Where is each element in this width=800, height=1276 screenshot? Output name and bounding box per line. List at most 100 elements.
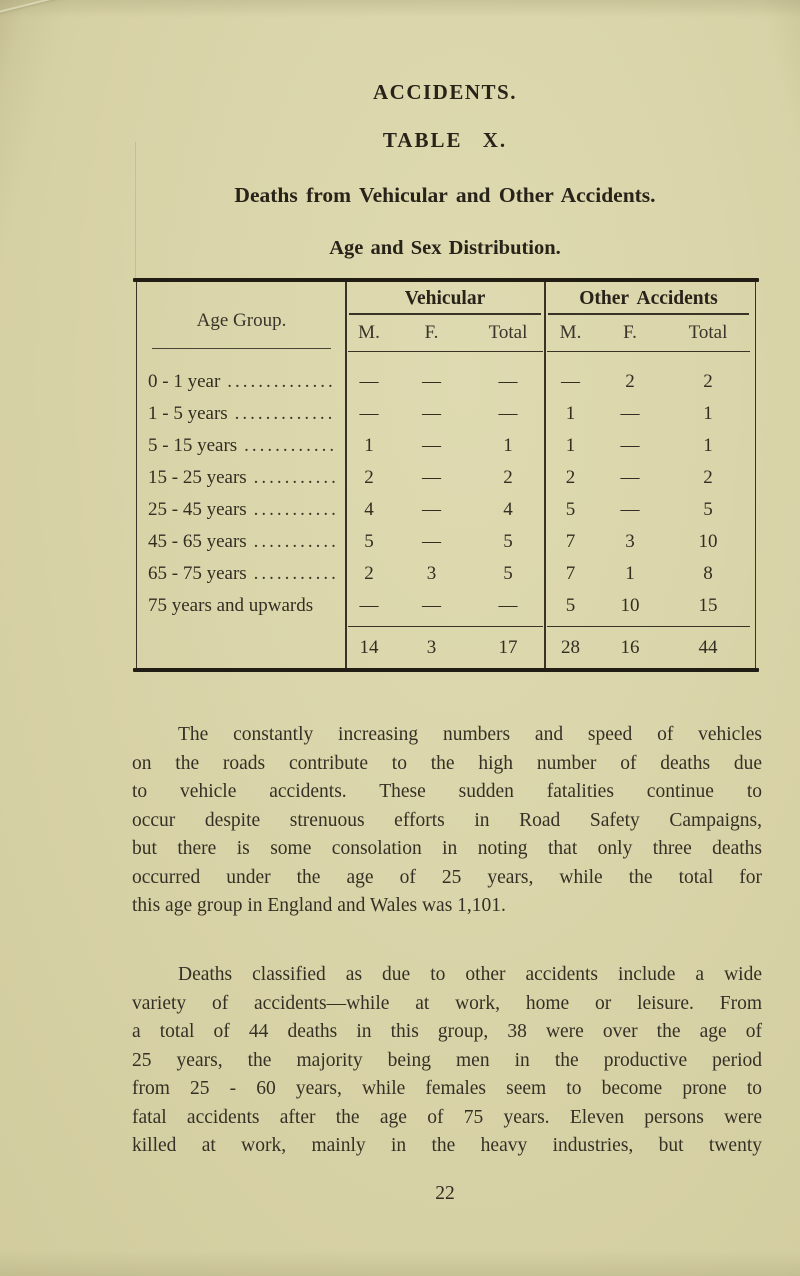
cell-other-m: 2 bbox=[565, 467, 576, 488]
cell-other-m: 7 bbox=[565, 563, 576, 584]
table-divider bbox=[544, 282, 546, 668]
table-row: 15 - 25 years...................... 2 — … bbox=[137, 462, 755, 494]
col-other-f: F. bbox=[623, 322, 637, 343]
cell-other-m: 5 bbox=[565, 499, 576, 520]
table-distribution-title: Age and Sex Distribution. bbox=[329, 237, 561, 259]
paragraph-line: this age group in England and Wales was … bbox=[132, 895, 506, 916]
cell-vehicular-f: 3 bbox=[426, 563, 437, 584]
total-vehicular-total: 17 bbox=[498, 637, 518, 658]
cell-vehicular-total: — bbox=[498, 371, 518, 392]
age-label: 0 - 1 year bbox=[148, 371, 221, 392]
paragraph-line: a total of 44 deaths in this group, 38 w… bbox=[132, 1021, 762, 1042]
cell-other-m: 1 bbox=[565, 435, 576, 456]
cell-other-m: 7 bbox=[565, 531, 576, 552]
cell-vehicular-total: 2 bbox=[503, 467, 513, 488]
totals-rule bbox=[547, 626, 750, 628]
col-other-total: Total bbox=[688, 322, 728, 343]
table-row: 75 years and upwards — — — 5 10 15 bbox=[137, 590, 755, 622]
cell-other-total: 10 bbox=[698, 531, 718, 552]
age-label: 25 - 45 years bbox=[148, 499, 247, 520]
cell-other-total: 2 bbox=[703, 371, 713, 392]
cell-other-f: — bbox=[620, 499, 640, 520]
page-number: 22 bbox=[435, 1183, 455, 1204]
cell-vehicular-total: 1 bbox=[503, 435, 513, 456]
table-row: 65 - 75 years...................... 2 3 … bbox=[137, 558, 755, 590]
dot-leader: ...................... bbox=[253, 563, 336, 584]
table-divider bbox=[345, 282, 347, 668]
age-label: 45 - 65 years bbox=[148, 531, 247, 552]
header-rule bbox=[547, 351, 750, 353]
total-other-f: 16 bbox=[620, 637, 640, 658]
cell-other-m: 5 bbox=[565, 595, 576, 616]
cell-vehicular-total: — bbox=[498, 403, 518, 424]
cell-vehicular-f: — bbox=[422, 371, 441, 392]
group-underline bbox=[548, 313, 749, 315]
cell-other-total: 1 bbox=[703, 435, 713, 456]
header-rule bbox=[348, 351, 543, 353]
paragraph-vehicular-accidents: The constantly increasing numbers and sp… bbox=[132, 721, 762, 921]
paragraph-other-accidents: Deaths classified as due to other accide… bbox=[132, 961, 762, 1161]
paragraph-line: occur despite strenuous efforts in Road … bbox=[132, 809, 762, 831]
table-body: 0 - 1 year...................... — — — —… bbox=[137, 366, 755, 622]
paper-crease bbox=[135, 142, 136, 282]
totals-row: 14 3 17 28 16 44 bbox=[137, 633, 755, 663]
cell-other-f: 1 bbox=[625, 563, 635, 584]
cell-vehicular-f: — bbox=[422, 435, 441, 456]
paragraph-line: from 25 - 60 years, while females seem t… bbox=[132, 1078, 762, 1099]
table-row: 1 - 5 years...................... — — — … bbox=[137, 398, 755, 430]
cell-other-f: — bbox=[620, 467, 640, 488]
cell-other-m: — bbox=[561, 371, 580, 392]
col-other-m: M. bbox=[559, 322, 582, 343]
col-vehicular-m: M. bbox=[358, 322, 380, 343]
cell-vehicular-m: — bbox=[359, 403, 379, 424]
cell-other-f: 3 bbox=[625, 531, 635, 552]
age-label: 1 - 5 years bbox=[148, 403, 228, 424]
cell-vehicular-total: — bbox=[498, 595, 518, 616]
paragraph-line: variety of accidents—while at work, home… bbox=[132, 992, 762, 1014]
table-row: 0 - 1 year...................... — — — —… bbox=[137, 366, 755, 398]
paragraph-line: Deaths classified as due to other accide… bbox=[178, 964, 762, 985]
paragraph-line: 25 years, the majority being men in the … bbox=[132, 1049, 762, 1071]
cell-vehicular-total: 5 bbox=[503, 531, 513, 552]
cell-other-total: 1 bbox=[703, 403, 713, 424]
column-header-age-group: Age Group. bbox=[196, 310, 287, 331]
age-label: 15 - 25 years bbox=[148, 467, 247, 488]
cell-other-f: 2 bbox=[625, 371, 635, 392]
paragraph-line: to vehicle accidents. These sudden fatal… bbox=[132, 781, 762, 802]
paragraph-line: occurred under the age of 25 years, whil… bbox=[132, 866, 762, 888]
cell-vehicular-total: 4 bbox=[503, 499, 513, 520]
col-vehicular-total: Total bbox=[488, 322, 528, 343]
dot-leader: ...................... bbox=[253, 467, 336, 488]
cell-vehicular-m: 2 bbox=[364, 467, 374, 488]
cell-other-total: 8 bbox=[703, 563, 713, 584]
age-label: 5 - 15 years bbox=[148, 435, 238, 456]
total-other-m: 28 bbox=[561, 637, 580, 658]
paragraph-line: but there is some consolation in noting … bbox=[132, 838, 762, 859]
column-group-vehicular: Vehicular bbox=[404, 288, 486, 309]
cell-vehicular-f: — bbox=[422, 467, 441, 488]
cell-vehicular-m: 2 bbox=[364, 563, 374, 584]
cell-other-total: 2 bbox=[703, 467, 713, 488]
age-label: 75 years and upwards bbox=[148, 595, 314, 616]
age-group-underline bbox=[152, 348, 331, 350]
paragraph-line: on the roads contribute to the high numb… bbox=[132, 752, 762, 774]
cell-other-f: 10 bbox=[620, 595, 640, 616]
cell-other-f: — bbox=[620, 403, 640, 424]
cell-vehicular-total: 5 bbox=[503, 563, 513, 584]
cell-other-total: 5 bbox=[703, 499, 713, 520]
paragraph-line: fatal accidents after the age of 75 year… bbox=[132, 1106, 762, 1128]
cell-other-m: 1 bbox=[565, 403, 576, 424]
paragraph-line: killed at work, mainly in the heavy indu… bbox=[132, 1135, 762, 1156]
dot-leader: ...................... bbox=[234, 403, 336, 424]
section-title: ACCIDENTS. bbox=[373, 80, 517, 104]
cell-other-total: 15 bbox=[698, 595, 718, 616]
dot-leader: ...................... bbox=[244, 435, 336, 456]
cell-vehicular-f: — bbox=[422, 403, 441, 424]
paragraph-line: The constantly increasing numbers and sp… bbox=[178, 724, 762, 745]
total-vehicular-f: 3 bbox=[426, 637, 437, 658]
group-underline bbox=[349, 313, 541, 315]
col-vehicular-f: F. bbox=[424, 322, 439, 343]
table-bottom-rule bbox=[133, 668, 759, 672]
dot-leader: ...................... bbox=[227, 371, 336, 392]
